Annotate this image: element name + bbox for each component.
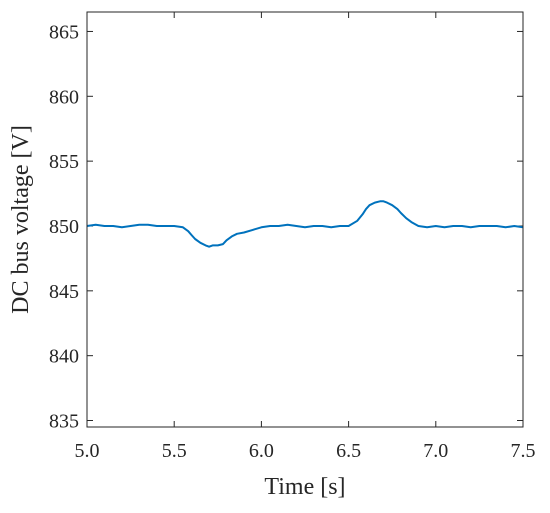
x-tick-label: 7.5 <box>511 440 536 462</box>
y-tick-label: 835 <box>49 411 79 433</box>
y-tick-label: 865 <box>49 21 79 43</box>
x-tick-label: 5.0 <box>75 440 100 462</box>
y-tick-label: 845 <box>49 281 79 303</box>
plot-frame <box>86 11 524 428</box>
x-tick-label: 7.0 <box>423 440 448 462</box>
plot-background <box>87 12 523 427</box>
series-layer <box>86 200 524 248</box>
series-line <box>86 200 524 248</box>
x-tick-label: 6.0 <box>249 440 274 462</box>
y-tick-label: 860 <box>49 86 79 108</box>
y-axis-ticks: 835 840 845 850 855 860 865 <box>49 21 523 433</box>
x-axis-ticks: 5.0 5.5 6.0 6.5 7.0 7.5 <box>75 12 536 462</box>
x-tick-label: 5.5 <box>162 440 187 462</box>
y-tick-label: 840 <box>49 346 79 368</box>
x-axis-label: Time [s] <box>264 474 345 500</box>
x-tick-label: 6.5 <box>336 440 361 462</box>
y-tick-label: 850 <box>49 216 79 238</box>
y-axis-label: DC bus voltage [V] <box>8 125 34 314</box>
y-tick-label: 855 <box>49 151 79 173</box>
